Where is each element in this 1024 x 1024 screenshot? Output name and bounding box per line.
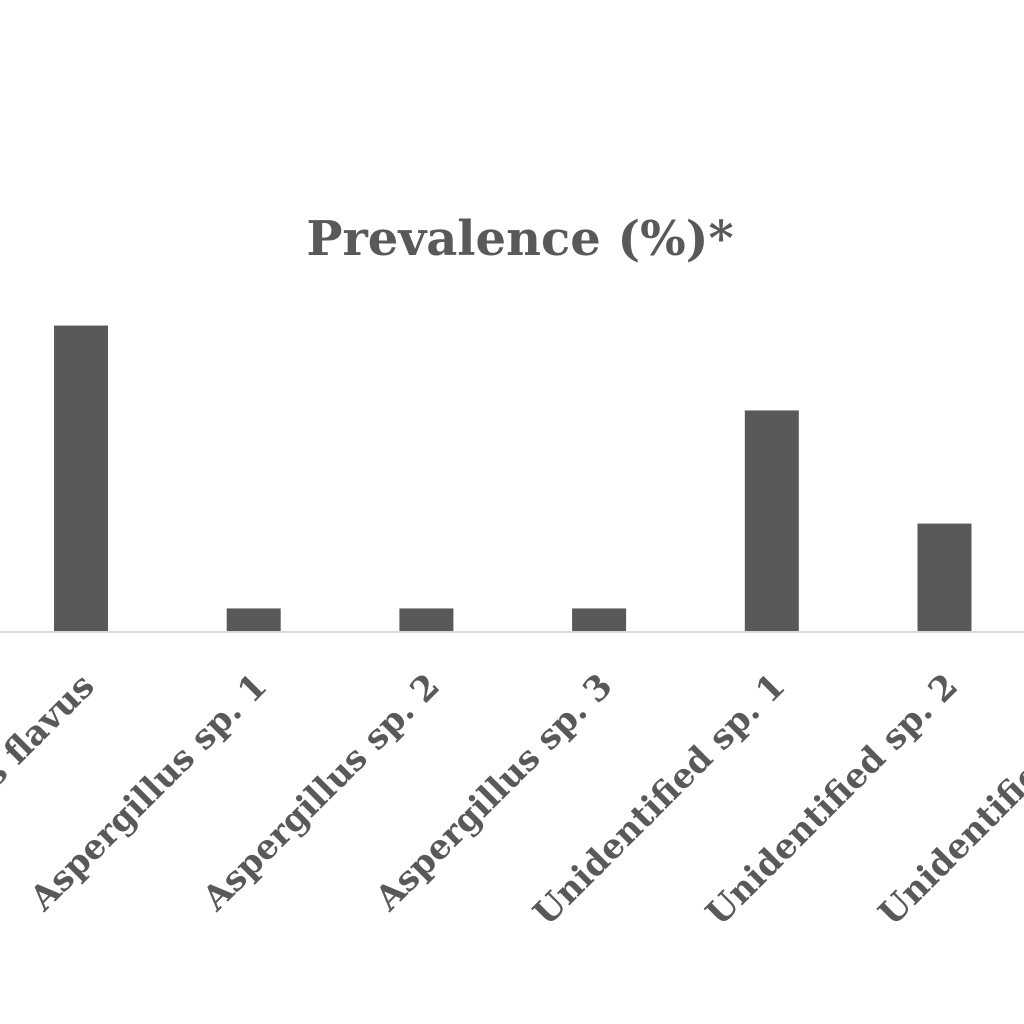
bar-6 bbox=[917, 523, 972, 632]
bar-5 bbox=[744, 410, 799, 632]
bar-3 bbox=[399, 608, 454, 632]
bar-4 bbox=[572, 608, 627, 632]
chart-title: Prevalence (%)* bbox=[306, 211, 733, 267]
bars bbox=[54, 325, 972, 632]
bar-1 bbox=[54, 325, 108, 632]
bar-2 bbox=[226, 608, 281, 632]
